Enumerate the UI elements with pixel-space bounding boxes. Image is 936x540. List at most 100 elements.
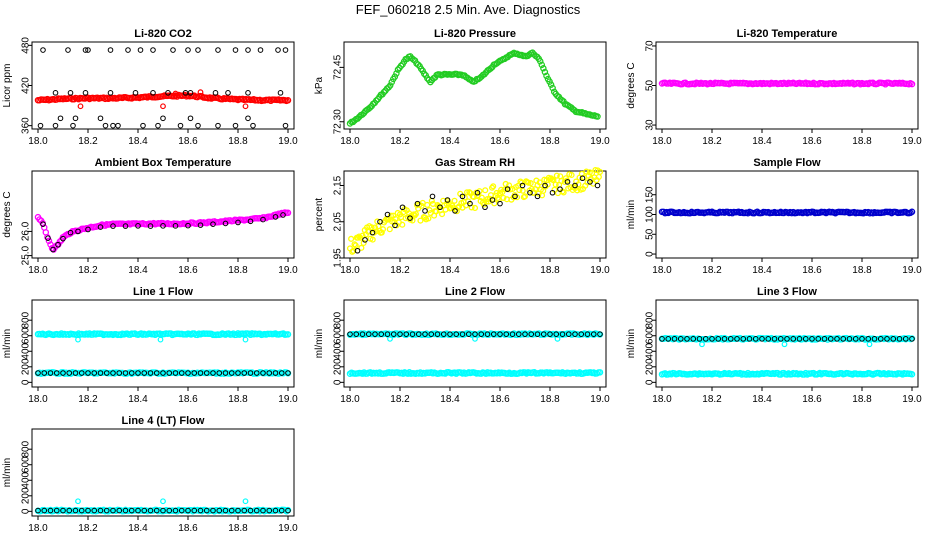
data-point: [497, 331, 503, 337]
data-point: [486, 195, 493, 202]
data-point: [132, 90, 139, 96]
data-point: [160, 223, 166, 229]
data-point: [35, 370, 41, 376]
x-tick-label: 18.8: [540, 265, 560, 276]
data-point: [509, 331, 516, 337]
data-point: [392, 222, 398, 229]
data-point: [752, 336, 759, 342]
data-point: [235, 507, 241, 514]
outlier-point: [157, 336, 164, 343]
data-point: [247, 507, 254, 514]
series: [658, 369, 916, 378]
data-point: [547, 81, 555, 88]
data-point: [116, 370, 123, 376]
data-point: [527, 189, 533, 196]
x-tick-label: 18.0: [652, 394, 672, 405]
data-point: [565, 331, 572, 337]
data-point: [424, 201, 431, 208]
data-point: [412, 211, 419, 218]
data-point: [821, 336, 828, 342]
y-tick-label: 200: [21, 487, 32, 504]
data-point: [429, 193, 436, 200]
data-point: [378, 331, 385, 337]
x-tick-label: 18.4: [440, 136, 460, 147]
data-point: [72, 370, 79, 376]
data-point: [521, 193, 529, 200]
data-point: [890, 336, 897, 342]
data-point: [504, 186, 511, 192]
data-point: [253, 370, 260, 376]
x-tick-label: 18.6: [802, 265, 822, 276]
y-tick-label: 400: [333, 342, 344, 359]
data-point: [203, 507, 210, 514]
data-point: [147, 223, 154, 229]
data-point: [103, 507, 110, 514]
y-tick-label: 800: [333, 311, 344, 328]
x-tick-label: 19.0: [902, 136, 922, 147]
plot-frame: [655, 299, 919, 388]
data-point: [60, 507, 66, 514]
data-point: [594, 113, 601, 120]
y-axis-label: ml/min: [626, 200, 637, 229]
data-point: [690, 336, 697, 342]
x-tick-label: 18.0: [28, 523, 48, 534]
data-point: [384, 331, 391, 337]
y-tick-label: 400: [21, 342, 32, 359]
x-tick-label: 19.0: [278, 394, 298, 405]
data-point: [141, 507, 148, 514]
x-tick-label: 18.2: [702, 394, 722, 405]
x-tick-label: 19.0: [902, 394, 922, 405]
data-point: [110, 223, 116, 229]
x-tick-label: 18.8: [228, 523, 248, 534]
data-point: [403, 331, 410, 337]
data-point: [715, 336, 722, 342]
data-point: [665, 336, 672, 342]
data-point: [390, 331, 397, 337]
data-point: [191, 370, 198, 376]
data-point: [47, 241, 54, 248]
x-tick-label: 19.0: [590, 136, 610, 147]
data-point: [247, 370, 254, 376]
data-point: [116, 507, 123, 514]
data-point: [572, 182, 578, 189]
data-point: [453, 331, 460, 337]
data-point: [65, 47, 71, 53]
data-point: [501, 186, 508, 193]
y-tick-label: 70: [645, 40, 656, 52]
data-point: [549, 84, 556, 92]
data-point: [497, 200, 503, 207]
data-point: [568, 171, 575, 179]
data-point: [178, 507, 185, 514]
plot-frame: [343, 41, 607, 130]
data-point: [771, 336, 778, 342]
data-point: [278, 370, 285, 376]
data-point: [110, 122, 116, 129]
series: [347, 331, 603, 337]
data-point: [377, 218, 383, 225]
data-point: [352, 242, 359, 249]
data-point: [397, 62, 405, 70]
data-point: [397, 331, 403, 337]
data-point: [558, 177, 565, 185]
x-tick-label: 19.0: [590, 394, 610, 405]
data-point: [727, 336, 734, 342]
data-point: [110, 370, 116, 376]
x-tick-label: 18.8: [540, 136, 560, 147]
x-tick-label: 18.2: [702, 265, 722, 276]
data-point: [235, 370, 241, 376]
data-point: [884, 336, 890, 342]
panel-title: Line 3 Flow: [757, 286, 817, 298]
panel-title: Li-820 CO2: [134, 28, 191, 40]
data-point: [527, 180, 534, 187]
y-tick-label: 600: [645, 327, 656, 344]
y-axis-label: Licor ppm: [2, 64, 13, 108]
data-point: [253, 507, 260, 514]
data-point: [75, 228, 81, 235]
data-point: [166, 370, 173, 376]
data-point: [553, 172, 560, 179]
x-tick-label: 18.0: [28, 136, 48, 147]
data-point: [172, 507, 179, 514]
data-point: [459, 331, 466, 337]
data-point: [765, 336, 772, 342]
data-point: [284, 209, 292, 217]
